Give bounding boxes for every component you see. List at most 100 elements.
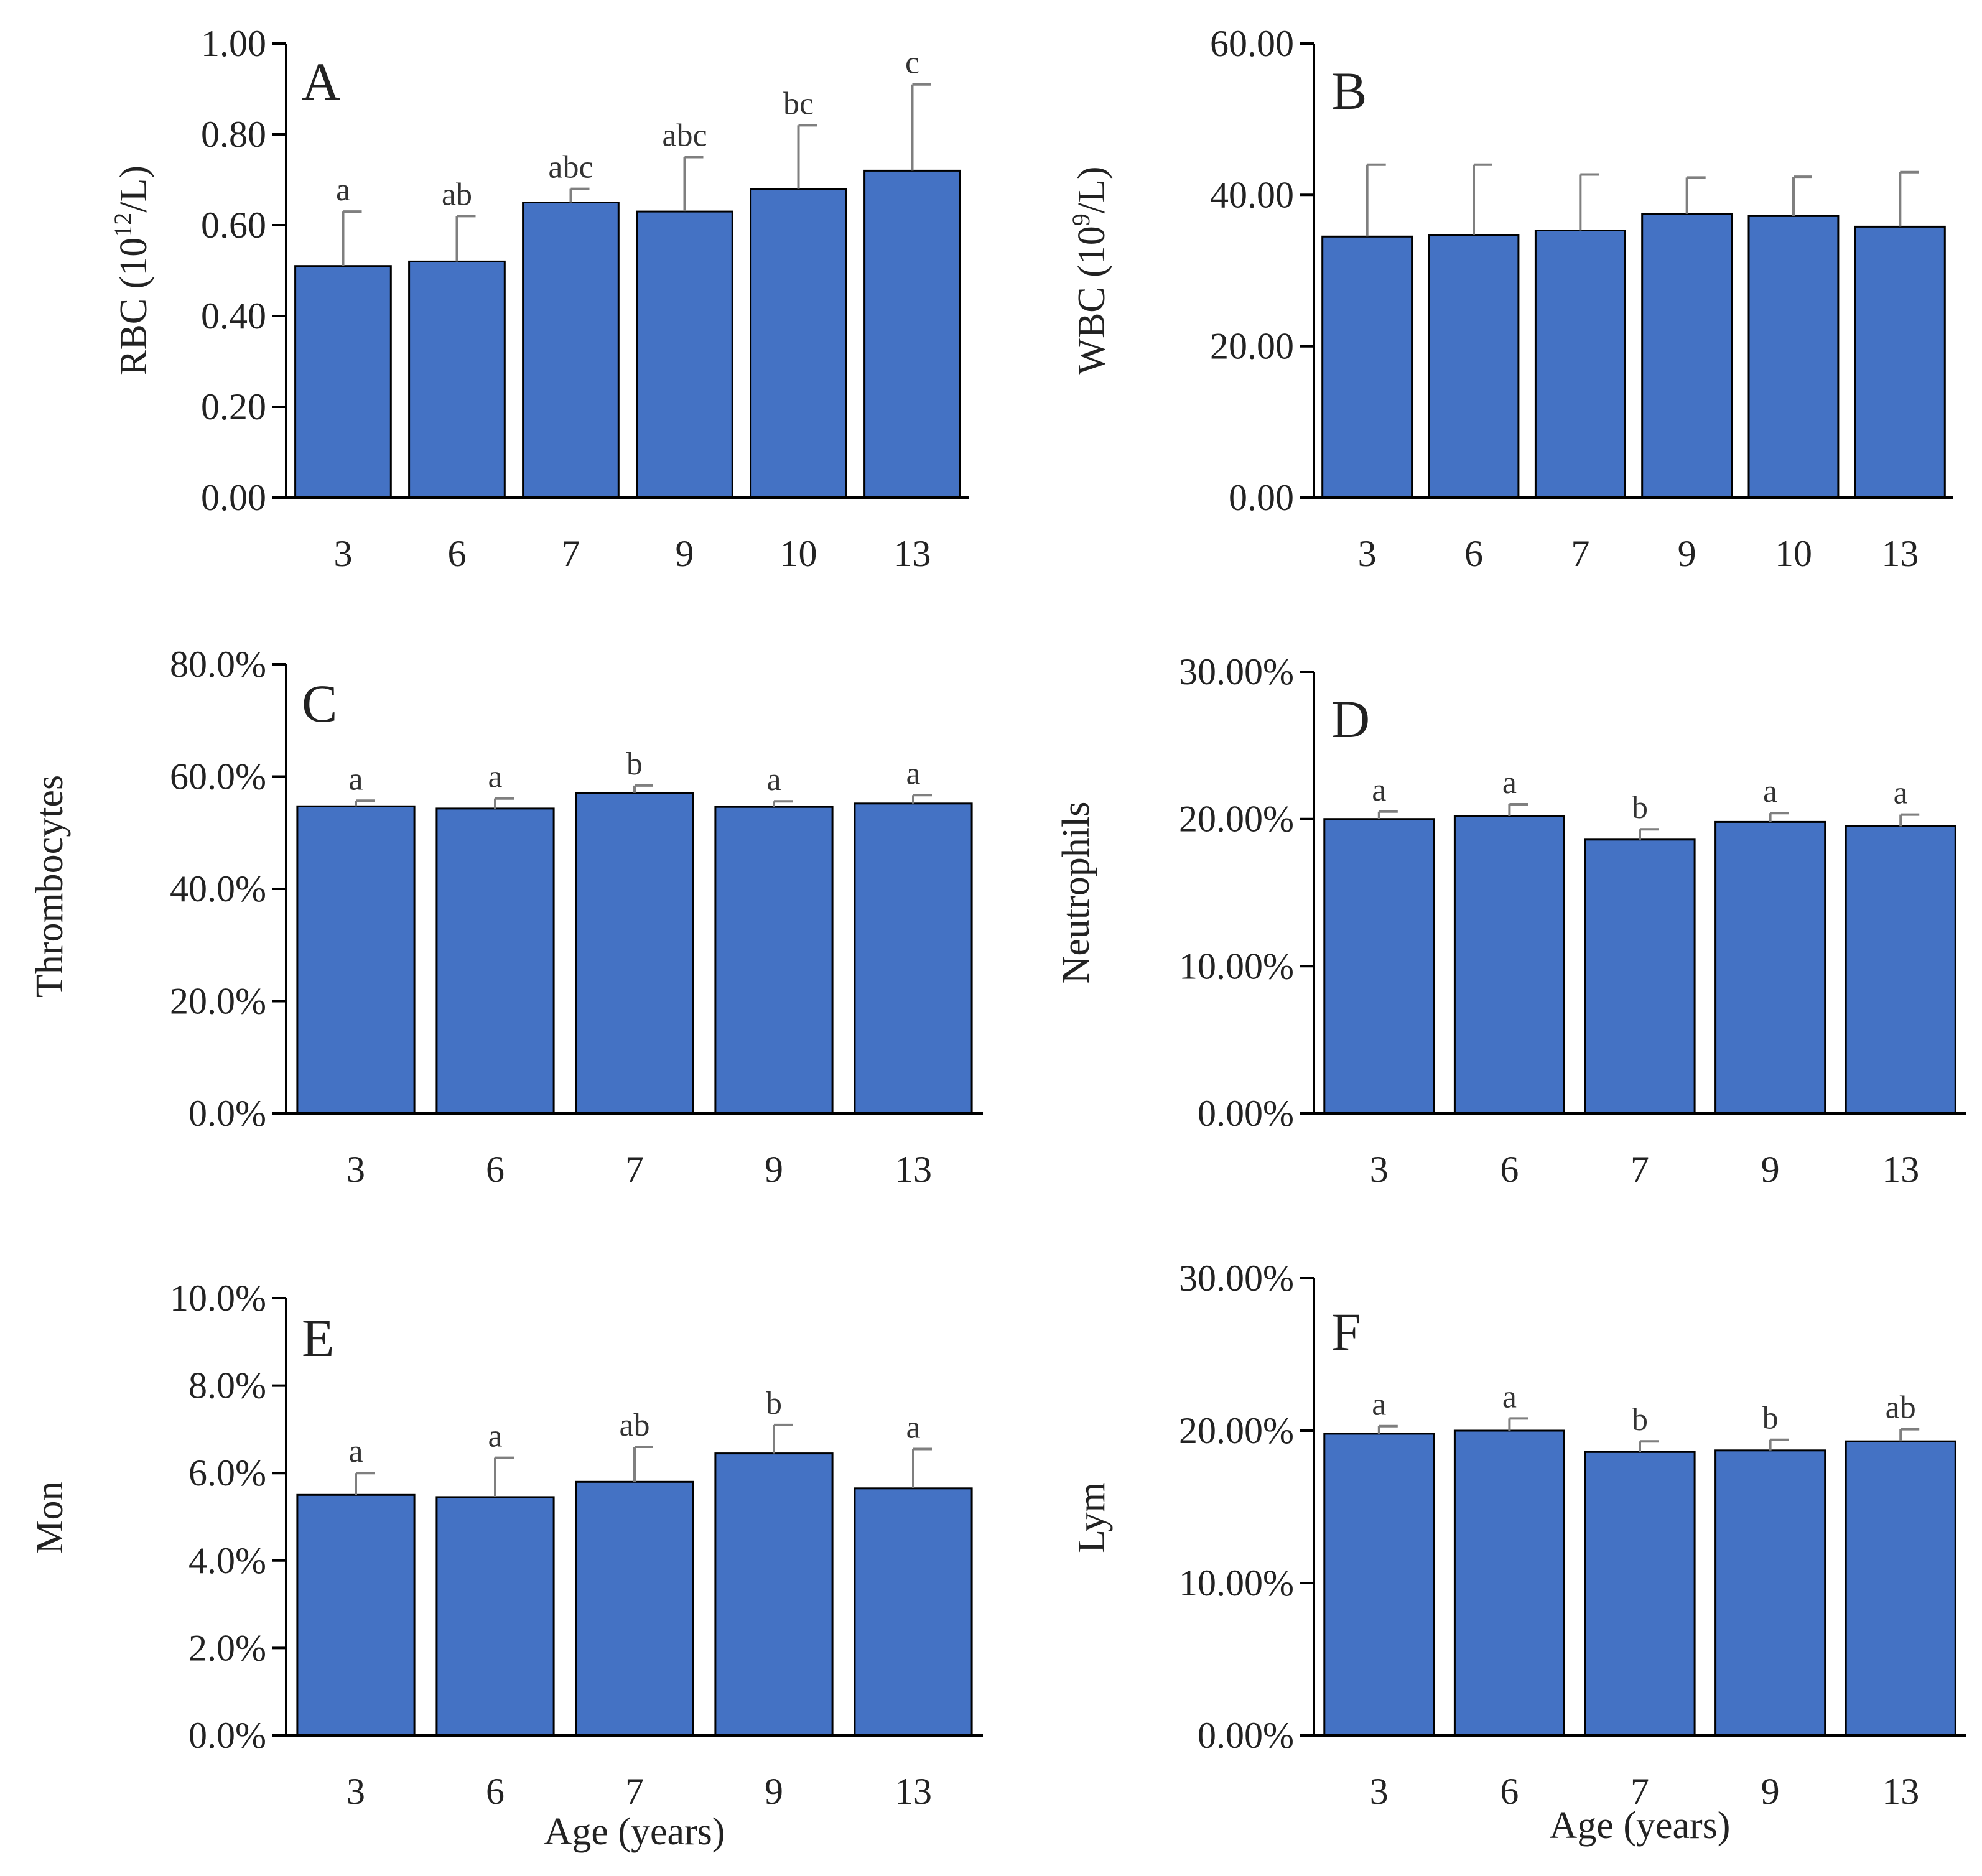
- y-tick-label-e-1: 2.0%: [188, 1627, 266, 1668]
- x-tick-label-f-3: 9: [1761, 1771, 1780, 1812]
- significance-letter-e-1: a: [488, 1419, 502, 1454]
- x-tick-label-d-1: 6: [1500, 1149, 1519, 1190]
- x-tick-label-b-5: 13: [1881, 533, 1919, 574]
- x-axis-title-e: Age (years): [544, 1811, 725, 1853]
- y-tick-label-d-0: 0.00%: [1198, 1093, 1294, 1134]
- bar-e-0: [296, 1493, 416, 1737]
- y-tick-label-e-2: 4.0%: [188, 1540, 266, 1581]
- y-axis-title-f: Lym: [1071, 1482, 1113, 1553]
- panel-d: a 3 a 6 b 7 a 9 a 13 0.00% 10.00% 20.00% 30.00% Neutro…: [1055, 651, 1966, 1190]
- x-tick-label-e-2: 7: [625, 1771, 644, 1812]
- bar-f-4: [1845, 1440, 1956, 1737]
- y-axis-title-main-e: Mon: [29, 1481, 71, 1554]
- x-tick-label-d-2: 7: [1631, 1149, 1649, 1190]
- significance-letter-e-4: a: [906, 1410, 920, 1446]
- significance-letter-a-1: ab: [442, 177, 472, 212]
- x-tick-label-b-1: 6: [1464, 533, 1483, 574]
- x-tick-label-b-2: 7: [1571, 533, 1589, 574]
- bar-f-3: [1714, 1449, 1826, 1737]
- y-tick-label-d-2: 20.00%: [1179, 799, 1294, 840]
- y-tick-label-c-0: 0.0%: [188, 1093, 266, 1134]
- significance-letter-f-1: a: [1502, 1379, 1517, 1414]
- y-tick-label-f-1: 10.00%: [1179, 1563, 1294, 1604]
- bar-d-1: [1453, 815, 1565, 1115]
- bar-d-3: [1714, 820, 1826, 1115]
- bar-e-4: [854, 1487, 973, 1737]
- x-tick-label-a-4: 10: [780, 533, 817, 574]
- y-axis-title-e: Mon: [29, 1481, 71, 1554]
- y-axis-title-tail-b: /L): [1071, 166, 1113, 213]
- significance-letter-e-2: ab: [619, 1408, 649, 1443]
- y-tick-label-e-4: 8.0%: [188, 1365, 266, 1406]
- y-tick-label-d-3: 30.00%: [1179, 651, 1294, 692]
- x-tick-label-f-0: 3: [1370, 1771, 1389, 1812]
- panel-letter-a: A: [302, 52, 340, 111]
- significance-letter-c-4: a: [906, 756, 920, 791]
- bar-b-4: [1747, 215, 1840, 499]
- y-tick-label-d-1: 10.00%: [1179, 945, 1294, 987]
- bar-a-1: [408, 260, 506, 499]
- panel-letter-f: F: [1331, 1302, 1361, 1362]
- significance-letter-a-5: c: [905, 45, 919, 81]
- significance-letter-d-0: a: [1372, 773, 1386, 808]
- significance-letter-f-4: ab: [1886, 1390, 1916, 1426]
- y-axis-title-superscript-b: 9: [1067, 213, 1095, 226]
- y-tick-label-c-3: 60.0%: [170, 756, 266, 797]
- significance-letter-c-0: a: [348, 761, 363, 797]
- x-tick-label-f-1: 6: [1500, 1771, 1519, 1812]
- bar-f-0: [1323, 1433, 1435, 1737]
- y-tick-label-e-5: 10.0%: [170, 1278, 266, 1319]
- significance-letter-f-0: a: [1372, 1387, 1386, 1423]
- x-tick-label-b-3: 9: [1678, 533, 1696, 574]
- panel-letter-c: C: [302, 674, 337, 733]
- significance-letter-e-0: a: [348, 1434, 363, 1469]
- y-tick-label-b-0: 0.00: [1229, 477, 1294, 518]
- bar-e-2: [575, 1480, 694, 1737]
- y-tick-label-c-2: 40.0%: [170, 868, 266, 909]
- panel-a: a 3 ab 6 abc 7 abc 9 bc 10 c 13 0.00 0.20 0.40 0.60 0.80…: [109, 23, 969, 574]
- x-tick-label-f-2: 7: [1631, 1771, 1649, 1812]
- y-tick-label-b-2: 40.00: [1210, 174, 1294, 215]
- panel-c: a 3 a 6 b 7 a 9 a 13 0.0% 20.0% 40.0% 60.0% 80.0% Throm…: [29, 644, 983, 1190]
- y-tick-label-a-1: 0.20: [201, 386, 266, 427]
- bar-e-1: [435, 1496, 555, 1737]
- bar-b-1: [1428, 234, 1520, 499]
- y-axis-title-main-c: Thrombocytes: [29, 775, 71, 998]
- significance-letter-c-1: a: [488, 759, 502, 795]
- significance-letter-d-1: a: [1502, 765, 1517, 801]
- y-tick-label-f-3: 30.00%: [1179, 1258, 1294, 1299]
- y-tick-label-a-3: 0.60: [201, 205, 266, 246]
- y-tick-label-b-1: 20.00: [1210, 326, 1294, 367]
- significance-letter-a-2: abc: [548, 150, 593, 185]
- significance-letter-c-2: b: [626, 746, 643, 782]
- significance-letter-d-3: a: [1763, 774, 1777, 809]
- bar-d-4: [1845, 825, 1956, 1115]
- bar-a-4: [750, 188, 847, 499]
- bar-b-2: [1534, 230, 1626, 499]
- y-tick-label-f-2: 20.00%: [1179, 1410, 1294, 1451]
- x-tick-label-c-2: 7: [625, 1149, 644, 1190]
- bar-a-0: [294, 265, 392, 499]
- x-axis-title-f: Age (years): [1550, 1804, 1731, 1847]
- x-tick-label-e-1: 6: [486, 1771, 505, 1812]
- x-tick-label-e-0: 3: [347, 1771, 365, 1812]
- x-tick-label-c-3: 9: [765, 1149, 783, 1190]
- x-tick-label-d-0: 3: [1370, 1149, 1389, 1190]
- bar-d-0: [1323, 818, 1435, 1115]
- y-tick-label-a-4: 0.80: [201, 114, 266, 155]
- panel-e: a 3 a 6 ab 7 b 9 a 13 0.0% 2.0% 4.0% 6.0% 8.0% 10.0% Mon…: [29, 1278, 983, 1853]
- x-tick-label-f-4: 13: [1882, 1771, 1919, 1812]
- bar-f-1: [1453, 1429, 1565, 1737]
- y-tick-label-e-0: 0.0%: [188, 1715, 266, 1756]
- y-axis-title-c: Thrombocytes: [29, 775, 71, 998]
- panel-letter-d: D: [1331, 689, 1370, 749]
- bar-c-4: [854, 802, 973, 1115]
- y-axis-title-tail-a: /L): [113, 165, 155, 213]
- x-tick-label-e-3: 9: [765, 1771, 783, 1812]
- x-tick-label-b-4: 10: [1775, 533, 1812, 574]
- significance-letter-d-4: a: [1894, 776, 1908, 811]
- y-tick-label-b-3: 60.00: [1210, 23, 1294, 64]
- significance-letter-a-4: bc: [783, 86, 814, 121]
- bar-a-5: [863, 169, 961, 499]
